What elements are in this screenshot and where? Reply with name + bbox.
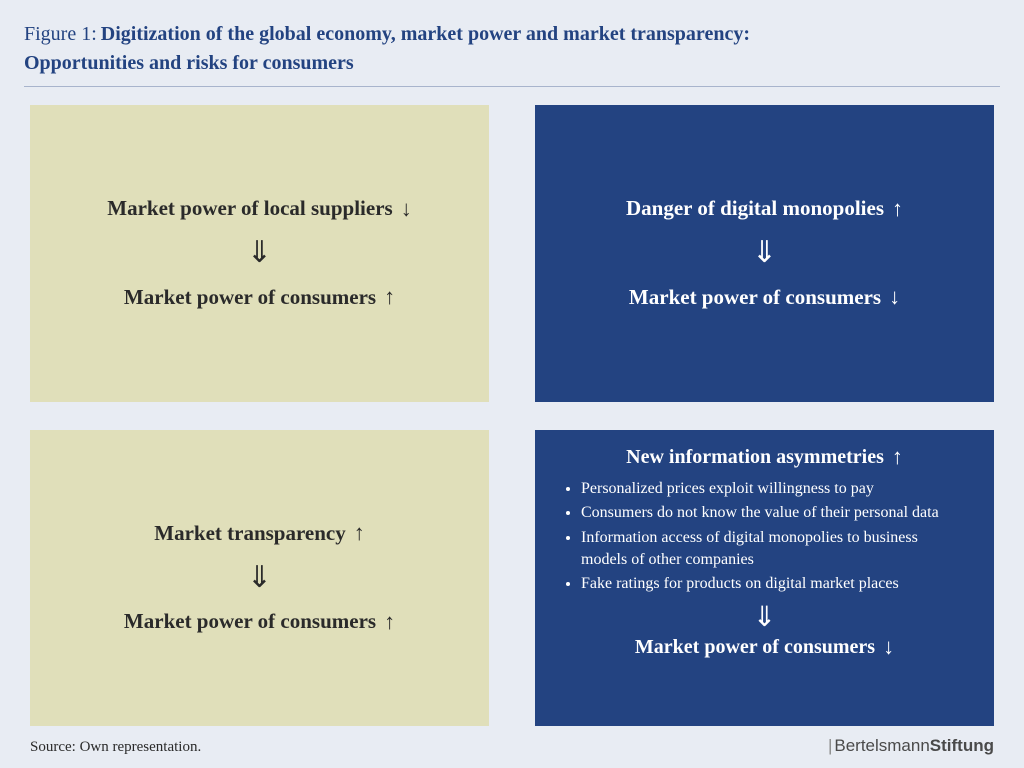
arrow-up-icon: ↑ (892, 444, 903, 470)
figure-footer: Source: Own representation. |Bertelsmann… (24, 726, 1000, 756)
arrow-down-icon: ↓ (883, 634, 894, 660)
figure-label: Figure 1: (24, 23, 97, 45)
brand-part1: Bertelsmann (834, 736, 929, 755)
panel-bottom-text: Market power of consumers (124, 609, 376, 634)
panel-bottom-line: Market power of consumers ↓ (629, 284, 900, 310)
panel-bottom-text: Market power of consumers (635, 635, 875, 659)
figure-title-line1: Digitization of the global economy, mark… (101, 23, 750, 45)
brand-logo: |BertelsmannStiftung (828, 736, 994, 756)
arrow-down-icon: ↓ (401, 196, 412, 222)
implies-arrow-icon: ⇓ (752, 238, 777, 268)
panel-top-text: Market transparency (154, 521, 346, 546)
panel-risk-monopolies: Danger of digital monopolies ↑ ⇓ Market … (535, 105, 994, 402)
panel-grid: Market power of local suppliers ↓ ⇓ Mark… (24, 105, 1000, 726)
arrow-down-icon: ↓ (889, 284, 900, 310)
list-item: Fake ratings for products on digital mar… (581, 573, 968, 595)
panel-bottom-text: Market power of consumers (124, 285, 376, 310)
brand-part2: Stiftung (930, 736, 994, 755)
arrow-up-icon: ↑ (384, 284, 395, 310)
panel-bottom-line: Market power of consumers ↑ (124, 284, 395, 310)
panel-top-line: Danger of digital monopolies ↑ (626, 196, 903, 222)
list-item: Consumers do not know the value of their… (581, 502, 968, 524)
arrow-up-icon: ↑ (384, 609, 395, 635)
arrow-up-icon: ↑ (892, 196, 903, 222)
panel-top-line: New information asymmetries ↑ (626, 444, 903, 470)
panel-top-text: Market power of local suppliers (107, 196, 392, 221)
list-item: Personalized prices exploit willingness … (581, 478, 968, 500)
brand-bar-icon: | (828, 736, 832, 755)
figure-header: Figure 1: Digitization of the global eco… (24, 20, 1000, 87)
panel-top-text: Danger of digital monopolies (626, 196, 884, 221)
source-text: Source: Own representation. (30, 739, 201, 756)
panel-bottom-line: Market power of consumers ↓ (635, 634, 894, 660)
panel-opportunity-transparency: Market transparency ↑ ⇓ Market power of … (30, 430, 489, 727)
figure-title-line2: Opportunities and risks for consumers (24, 52, 354, 74)
panel-top-text: New information asymmetries (626, 445, 884, 469)
panel-bullet-list: Personalized prices exploit willingness … (561, 478, 968, 598)
implies-arrow-icon: ⇓ (247, 238, 272, 268)
panel-opportunity-suppliers: Market power of local suppliers ↓ ⇓ Mark… (30, 105, 489, 402)
arrow-up-icon: ↑ (354, 520, 365, 546)
panel-top-line: Market transparency ↑ (154, 520, 365, 546)
list-item: Information access of digital monopolies… (581, 527, 968, 570)
panel-risk-asymmetries: New information asymmetries ↑ Personaliz… (535, 430, 994, 727)
implies-arrow-icon: ⇓ (247, 563, 272, 593)
panel-bottom-line: Market power of consumers ↑ (124, 609, 395, 635)
panel-bottom-text: Market power of consumers (629, 285, 881, 310)
implies-arrow-icon: ⇓ (753, 604, 776, 632)
panel-top-line: Market power of local suppliers ↓ (107, 196, 411, 222)
